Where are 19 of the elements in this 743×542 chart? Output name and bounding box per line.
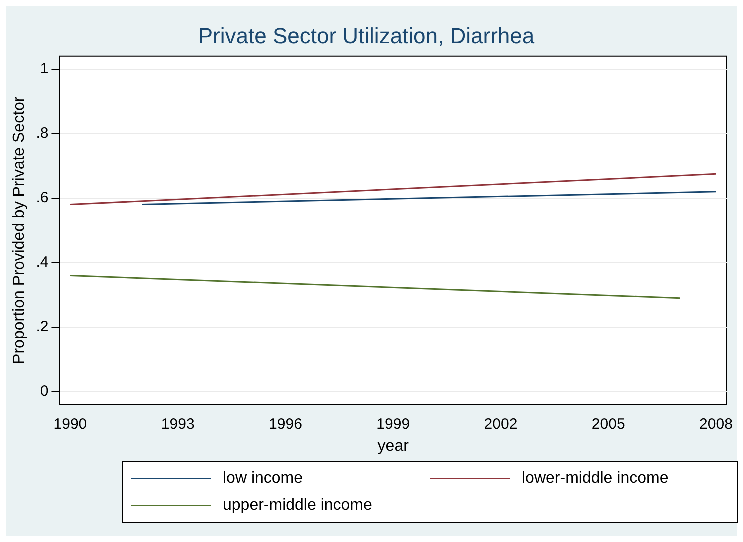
x-tick-label: 1999 [376,416,410,433]
legend-label: low income [223,470,304,488]
y-tick-label: 1 [40,60,49,78]
y-tick-label: .2 [36,318,49,336]
x-tick-label: 2005 [592,416,626,433]
y-tick-label: 0 [40,383,49,400]
x-axis-title: year [378,438,410,455]
legend-label: upper-middle income [223,496,372,514]
legend-label: lower-middle income [522,470,669,488]
y-tick-label: .8 [36,124,49,142]
y-axis-title: Proportion Provided by Private Sector [11,96,28,364]
y-tick-label: .6 [36,189,49,206]
x-tick-label: 2008 [700,416,733,433]
y-tick-label: .4 [36,254,49,271]
x-tick-label: 1993 [161,416,195,433]
x-tick-label: 2002 [484,416,518,433]
chart-title: Private Sector Utilization, Diarrhea [198,23,536,48]
x-tick-label: 1990 [54,416,88,433]
x-tick-label: 1996 [269,416,302,433]
